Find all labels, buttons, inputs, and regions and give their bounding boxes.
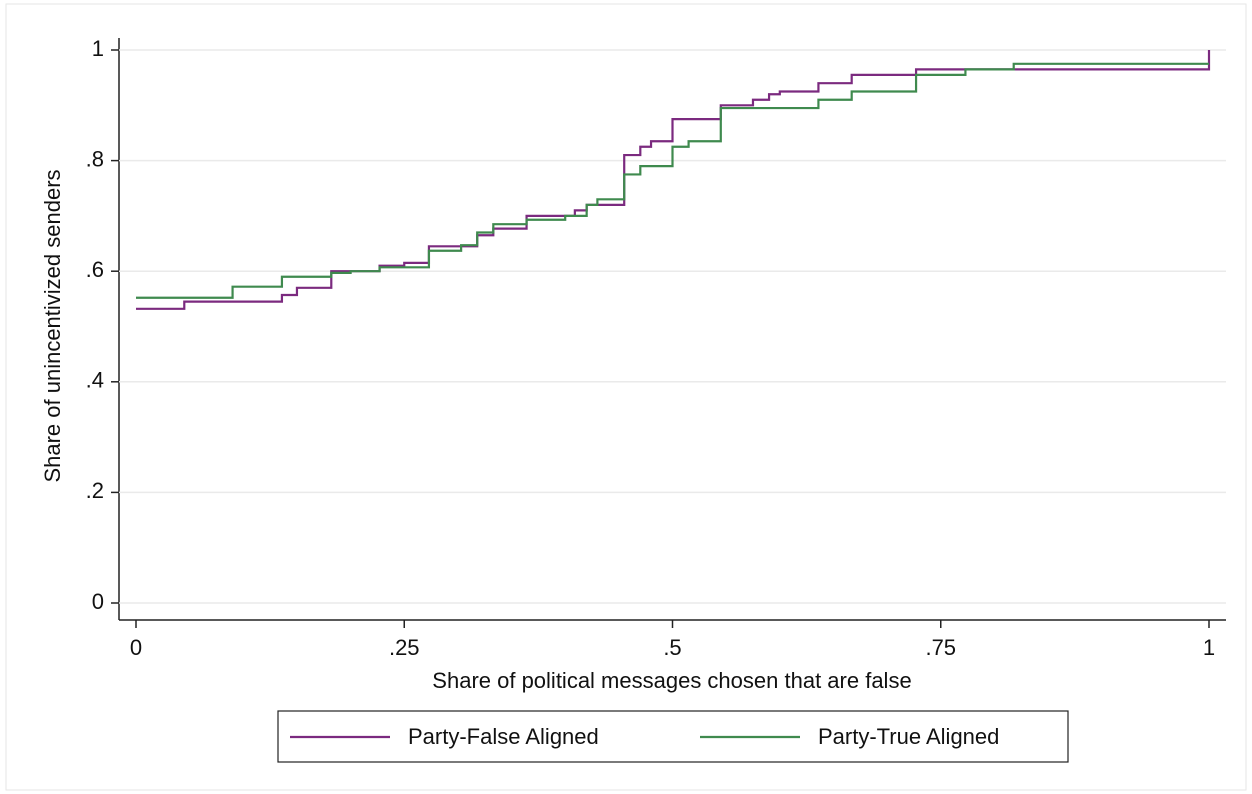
y-tick-label: 1 (92, 36, 104, 61)
y-tick-label: .4 (86, 368, 104, 393)
chart-frame (5, 3, 1247, 791)
y-tick-label: .6 (86, 257, 104, 282)
x-tick-label: 0 (130, 635, 142, 660)
legend-box (277, 710, 1069, 763)
x-tick-label: .75 (925, 635, 956, 660)
legend-label: Party-False Aligned (408, 724, 599, 749)
y-axis-title: Share of unincentivized senders (40, 169, 65, 482)
y-tick-label: .8 (86, 146, 104, 171)
step-line (136, 62, 1209, 299)
x-axis-title: Share of political messages chosen that … (432, 668, 911, 693)
x-tick-label: 1 (1203, 635, 1215, 660)
y-tick-label: 0 (92, 589, 104, 614)
x-tick-label: .5 (663, 635, 681, 660)
y-tick-label: .2 (86, 478, 104, 503)
legend-label: Party-True Aligned (818, 724, 999, 749)
x-tick-label: .25 (389, 635, 420, 660)
